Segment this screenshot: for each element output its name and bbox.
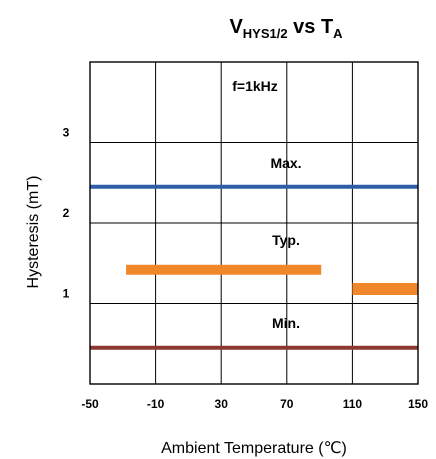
grid	[90, 62, 418, 384]
y-tick-label: 1	[63, 287, 70, 301]
min-annotation: Min.	[272, 315, 300, 331]
max-annotation: Max.	[270, 155, 301, 171]
frequency-annotation: f=1kHz	[232, 78, 278, 94]
chart-title: VHYS1/2 vs TA	[229, 16, 343, 41]
x-tick-label: 110	[343, 397, 363, 411]
x-tick-label: 30	[215, 397, 229, 411]
plot-frame	[89, 61, 419, 385]
x-axis-label: Ambient Temperature (℃)	[161, 440, 347, 457]
title-subscript: HYS1/2	[243, 26, 288, 41]
series-layer	[90, 184, 418, 350]
typ-annotation: Typ.	[272, 232, 300, 248]
y-tick-labels: 1 2 3	[63, 126, 70, 301]
title-middle: vs T	[288, 16, 334, 38]
x-tick-label: 150	[408, 397, 428, 411]
x-tick-label: -10	[147, 397, 165, 411]
title-main: V	[229, 16, 243, 38]
x-tick-label: -50	[81, 397, 99, 411]
y-axis-label: Hysteresis (mT)	[25, 176, 42, 289]
x-tick-labels: -50 -10 30 70 110 150	[81, 397, 428, 411]
y-tick-label: 3	[63, 126, 70, 140]
y-tick-label: 2	[63, 206, 70, 220]
title-subscript-2: A	[333, 26, 343, 41]
x-tick-label: 70	[280, 397, 294, 411]
